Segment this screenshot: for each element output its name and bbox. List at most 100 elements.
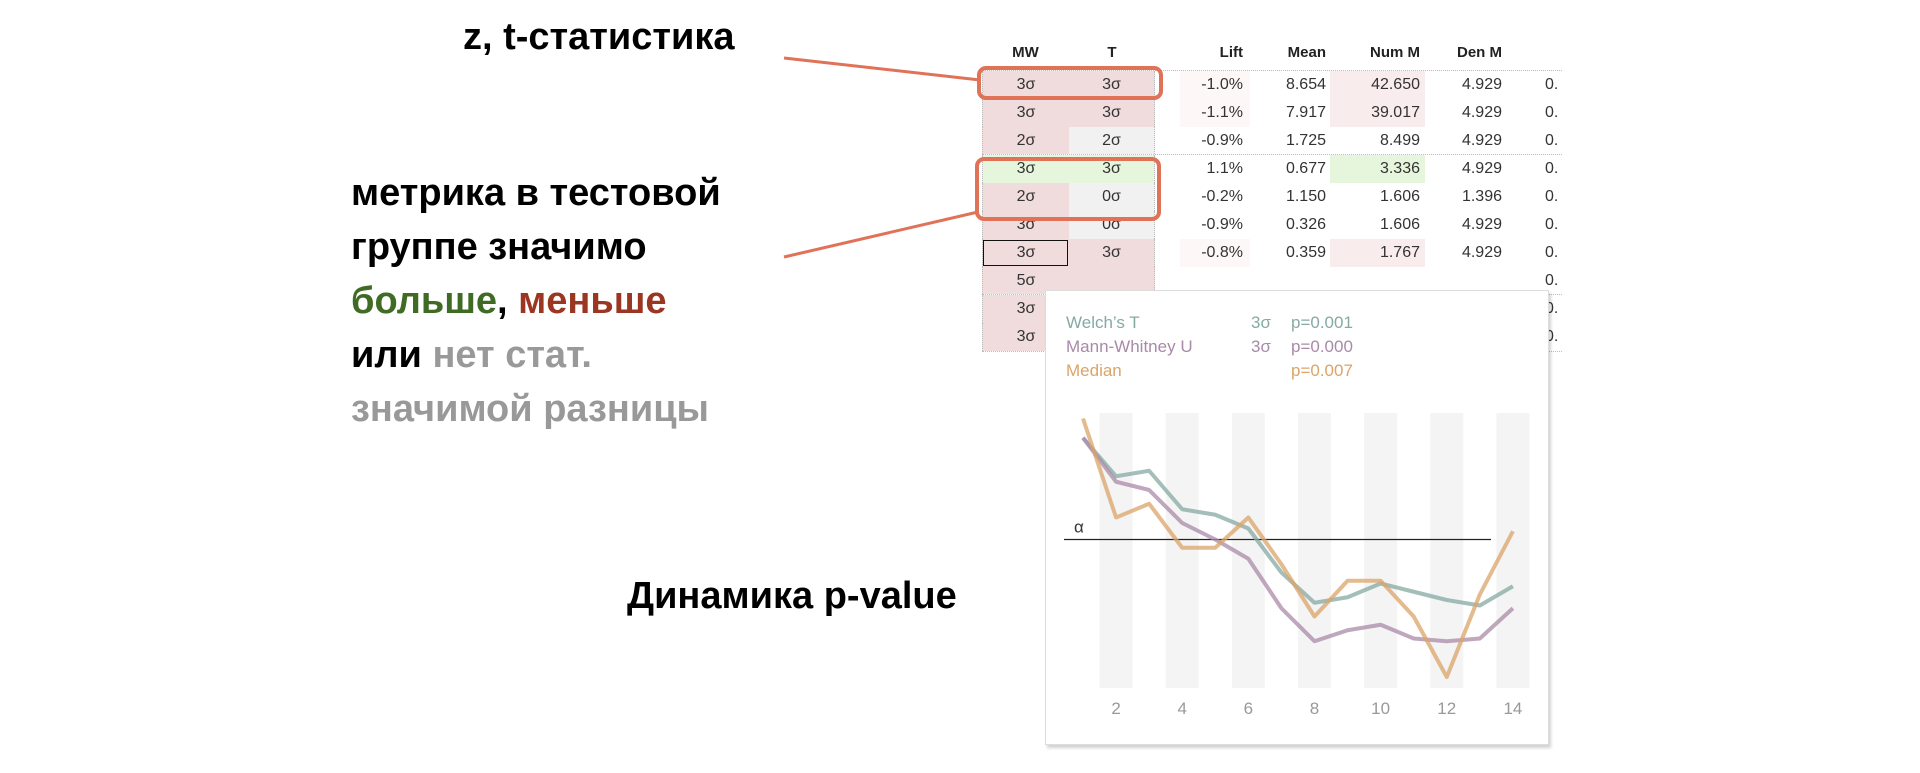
x-tick-label: 8 (1310, 699, 1319, 718)
x-tick-label: 14 (1503, 699, 1522, 718)
cell-mw[interactable]: 3σ (982, 98, 1069, 127)
legend-median-p: p=0.007 (1291, 361, 1353, 380)
cell-lift[interactable]: -0.9% (1201, 131, 1243, 149)
connector-line-significance (783, 210, 979, 259)
significance-line-5: значимой разницы (351, 388, 710, 430)
table-row: 3σ 3σ -1.1% 7.917 39.017 4.929 0. (982, 98, 1562, 127)
cell-mean[interactable]: 0.677 (1285, 160, 1326, 178)
legend-mw-p: p=0.000 (1291, 337, 1353, 356)
cell-den[interactable]: 4.929 (1461, 215, 1502, 233)
cell-lift[interactable]: -0.2% (1201, 188, 1243, 206)
header-den-m[interactable]: Den M (1457, 44, 1502, 61)
greater-label: больше (351, 280, 498, 322)
table-row: 3σ 3σ -1.0% 8.654 42.650 4.929 0. (982, 71, 1562, 99)
cell-t[interactable]: 3σ (1069, 98, 1155, 127)
header-lift[interactable]: Lift (1219, 44, 1243, 61)
band (1165, 413, 1199, 688)
significance-line-4: или нет стат. (351, 328, 721, 382)
x-tick-label: 2 (1111, 699, 1120, 718)
legend-mw-sigma: 3σ (1251, 337, 1271, 356)
significance-annotation: метрика в тестовой группе значимо больше… (351, 166, 721, 436)
cell-mw[interactable]: 3σ (982, 238, 1069, 267)
alpha-label: α (1074, 518, 1084, 537)
cell-den[interactable]: 4.929 (1461, 76, 1502, 93)
significance-line-3: больше, меньше (351, 274, 721, 328)
dynamics-annotation: Динамика p-value (627, 575, 957, 617)
significance-line-2: группе значимо (351, 226, 647, 268)
cell-num[interactable]: 3.336 (1330, 155, 1425, 184)
legend-mw-name: Mann-Whitney U (1066, 337, 1193, 356)
cell-last[interactable]: 0. (1545, 243, 1559, 261)
legend-welch-name: Welch’s T (1066, 313, 1140, 332)
cell-lift[interactable]: 1.1% (1206, 160, 1243, 178)
less-label: меньше (518, 280, 667, 322)
cell-last[interactable]: 0. (1545, 131, 1559, 149)
x-tick-label: 4 (1177, 699, 1186, 718)
cell-mw[interactable]: 2σ (982, 183, 1069, 211)
cell-t[interactable]: 0σ (1069, 183, 1155, 211)
cell-num[interactable]: 1.767 (1330, 238, 1425, 267)
cell-lift[interactable]: -0.9% (1201, 215, 1243, 233)
cell-num[interactable]: 39.017 (1330, 98, 1425, 127)
x-tick-label: 12 (1437, 699, 1456, 718)
table-body: 3σ 3σ -1.0% 8.654 42.650 4.929 0. 3σ 3σ -1.1% 7.91… (982, 71, 1562, 352)
table-row: 2σ 2σ -0.9% 1.725 8.499 4.929 0. (982, 126, 1562, 156)
cell-lift[interactable]: -1.1% (1180, 98, 1250, 127)
significance-highlight-box (975, 157, 1161, 221)
cell-last[interactable]: 0. (1545, 271, 1559, 289)
series-line (1081, 417, 1515, 679)
cell-den[interactable]: 1.396 (1461, 188, 1502, 206)
cell-den[interactable]: 4.929 (1461, 243, 1502, 261)
stat-annotation: z, t-статистика (463, 16, 735, 58)
cell-t[interactable] (1069, 266, 1155, 295)
cell-mean[interactable]: 0.359 (1285, 243, 1326, 261)
cell-lift[interactable]: -1.0% (1180, 71, 1250, 99)
cell-t[interactable]: 3σ (1069, 71, 1155, 99)
cell-den[interactable]: 4.929 (1461, 131, 1502, 149)
cell-num[interactable]: 1.606 (1379, 215, 1420, 233)
header-t[interactable]: T (1107, 44, 1117, 61)
cell-num[interactable]: 1.606 (1379, 188, 1420, 206)
connector-line-stat (783, 56, 981, 82)
x-tick-label: 10 (1371, 699, 1390, 718)
cell-mean[interactable]: 1.725 (1285, 131, 1326, 149)
cell-den[interactable]: 4.929 (1461, 160, 1502, 178)
cell-den[interactable]: 4.929 (1461, 103, 1502, 121)
band (1099, 413, 1133, 688)
cell-mw[interactable]: 3σ (982, 71, 1069, 99)
x-tick-label: 6 (1244, 699, 1253, 718)
significance-line-1: метрика в тестовой (351, 172, 721, 214)
cell-num[interactable]: 42.650 (1330, 71, 1425, 99)
cell-mean[interactable]: 1.150 (1285, 188, 1326, 206)
cell-last[interactable]: 0. (1545, 160, 1559, 178)
cell-num[interactable]: 8.499 (1379, 131, 1420, 149)
no-difference-label: нет стат. (432, 334, 592, 376)
p-value-chart: α 2 4 6 8 10 12 14 (1064, 413, 1530, 718)
cell-mean[interactable]: 8.654 (1285, 76, 1326, 93)
cell-last[interactable]: 0. (1545, 76, 1559, 93)
header-mw[interactable]: MW (1012, 44, 1039, 61)
band (1364, 413, 1398, 688)
cell-last[interactable]: 0. (1545, 103, 1559, 121)
legend-welch-p: p=0.001 (1291, 313, 1353, 332)
cell-t[interactable]: 3σ (1069, 238, 1155, 267)
series-line (1081, 436, 1515, 644)
cell-last[interactable]: 0. (1545, 215, 1559, 233)
cell-lift[interactable]: -0.8% (1180, 238, 1250, 267)
cell-mw[interactable]: 2σ (982, 126, 1069, 155)
table-row: 2σ 0σ -0.2% 1.150 1.606 1.396 0. (982, 183, 1562, 211)
table-row: 3σ 3σ -0.8% 0.359 1.767 4.929 0. (982, 238, 1562, 267)
header-mean[interactable]: Mean (1287, 44, 1326, 61)
cell-t[interactable]: 2σ (1069, 126, 1155, 155)
cell-mw[interactable]: 5σ (982, 266, 1069, 295)
legend-welch-sigma: 3σ (1251, 313, 1271, 332)
cell-mean[interactable]: 7.917 (1285, 103, 1326, 121)
or-label: или (351, 334, 422, 376)
header-num-m[interactable]: Num M (1370, 44, 1420, 61)
cell-last[interactable]: 0. (1545, 188, 1559, 206)
legend-median-name: Median (1066, 361, 1122, 380)
cell-mean[interactable]: 0.326 (1285, 215, 1326, 233)
table-header: MW T Lift Mean Num M Den M (982, 36, 1562, 71)
comma: , (497, 280, 508, 322)
